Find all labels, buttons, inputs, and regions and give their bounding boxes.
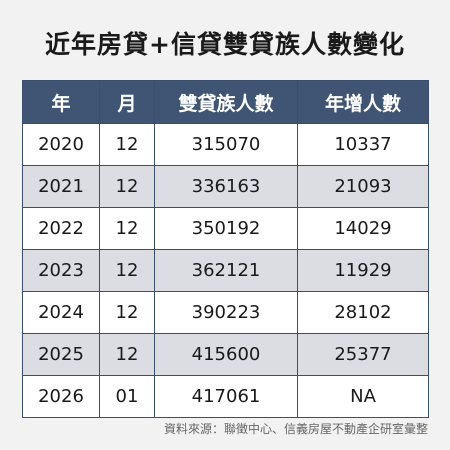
cell-increase: 21093 [297,165,429,208]
cell-count: 336163 [154,165,298,208]
source-note: 資料來源：聯徵中心、信義房屋不動產企研室彙整 [163,422,428,436]
page-title: 近年房貸+信貸雙貸族人數變化 [45,30,405,59]
table-row: 2025 12 415600 25377 [22,333,429,376]
cell-increase: 10337 [297,123,429,166]
cell-year: 2024 [22,291,100,334]
cell-month: 01 [99,375,155,418]
cell-increase: 11929 [297,249,429,292]
cell-count: 415600 [154,333,298,376]
cell-month: 12 [99,165,155,208]
cell-count: 390223 [154,291,298,334]
cell-year: 2026 [22,375,100,418]
table-row: 2026 01 417061 NA [22,375,429,418]
cell-increase: 14029 [297,207,429,250]
cell-year: 2020 [22,123,100,166]
cell-year: 2022 [22,207,100,250]
cell-year: 2023 [22,249,100,292]
table-row: 2020 12 315070 10337 [22,123,429,166]
cell-increase: 25377 [297,333,429,376]
cell-increase: NA [297,375,429,418]
header-increase: 年增人數 [297,80,429,124]
cell-count: 362121 [154,249,298,292]
cell-month: 12 [99,207,155,250]
table-row: 2024 12 390223 28102 [22,291,429,334]
header-count: 雙貸族人數 [154,80,298,124]
cell-year: 2025 [22,333,100,376]
cell-month: 12 [99,333,155,376]
table-row: 2023 12 362121 11929 [22,249,429,292]
cell-month: 12 [99,291,155,334]
header-year: 年 [22,80,100,124]
cell-month: 12 [99,249,155,292]
cell-month: 12 [99,123,155,166]
table-row: 2022 12 350192 14029 [22,207,429,250]
cell-count: 417061 [154,375,298,418]
header-month: 月 [99,80,155,124]
cell-count: 350192 [154,207,298,250]
data-table: 年 月 雙貸族人數 年增人數 2020 12 315070 10337 2021… [22,80,429,418]
cell-count: 315070 [154,123,298,166]
cell-increase: 28102 [297,291,429,334]
table-header-row: 年 月 雙貸族人數 年增人數 [22,80,429,124]
table-row: 2021 12 336163 21093 [22,165,429,208]
cell-year: 2021 [22,165,100,208]
